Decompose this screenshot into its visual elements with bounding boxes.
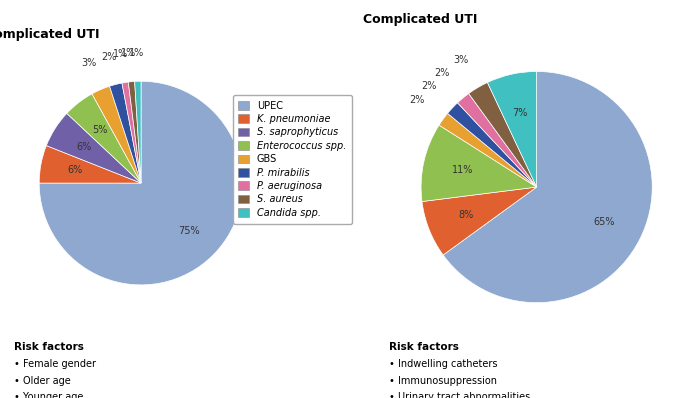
Text: 11%: 11% [451, 166, 473, 176]
Text: • Younger age: • Younger age [14, 392, 83, 398]
Text: 3%: 3% [82, 59, 97, 68]
Text: • Urinary tract abnormalities: • Urinary tract abnormalities [389, 392, 530, 398]
Wedge shape [39, 146, 141, 183]
Text: • Older age: • Older age [14, 376, 70, 386]
Text: 1%: 1% [121, 48, 136, 59]
Text: 6%: 6% [76, 142, 92, 152]
Wedge shape [487, 72, 537, 187]
Wedge shape [469, 82, 537, 187]
Text: 3%: 3% [453, 55, 469, 65]
Wedge shape [92, 86, 141, 183]
Text: 2%: 2% [409, 95, 424, 105]
Text: 5%: 5% [92, 125, 107, 135]
Text: 2%: 2% [421, 81, 436, 91]
Wedge shape [448, 103, 537, 187]
Text: 1%: 1% [113, 49, 128, 59]
Wedge shape [439, 113, 537, 187]
Text: 65%: 65% [594, 217, 615, 227]
Wedge shape [122, 82, 141, 183]
Wedge shape [67, 94, 141, 183]
Wedge shape [458, 94, 537, 187]
Text: • Female gender: • Female gender [14, 359, 96, 369]
Text: 1%: 1% [129, 48, 144, 58]
Text: Risk factors: Risk factors [389, 342, 459, 352]
Wedge shape [135, 81, 141, 183]
Wedge shape [128, 82, 141, 183]
Text: 6%: 6% [67, 166, 83, 176]
Wedge shape [46, 113, 141, 183]
Wedge shape [39, 81, 243, 285]
Text: 8%: 8% [458, 210, 473, 220]
Text: 2%: 2% [435, 68, 450, 78]
Text: Complicated UTI: Complicated UTI [363, 13, 477, 25]
Wedge shape [443, 72, 652, 302]
Wedge shape [422, 187, 537, 255]
Text: • Indwelling catheters: • Indwelling catheters [389, 359, 497, 369]
Text: 2%: 2% [101, 52, 116, 62]
Text: 7%: 7% [513, 107, 528, 118]
Legend: UPEC, K. pneumoniae, S. saprophyticus, Enterococcus spp., GBS, P. mirabilis, P. : UPEC, K. pneumoniae, S. saprophyticus, E… [233, 95, 352, 224]
Wedge shape [421, 125, 537, 201]
Wedge shape [109, 83, 141, 183]
Text: 75%: 75% [178, 226, 200, 236]
Text: Uncomplicated UTI: Uncomplicated UTI [0, 27, 100, 41]
Text: • Immunosuppression: • Immunosuppression [389, 376, 497, 386]
Text: Risk factors: Risk factors [14, 342, 84, 352]
